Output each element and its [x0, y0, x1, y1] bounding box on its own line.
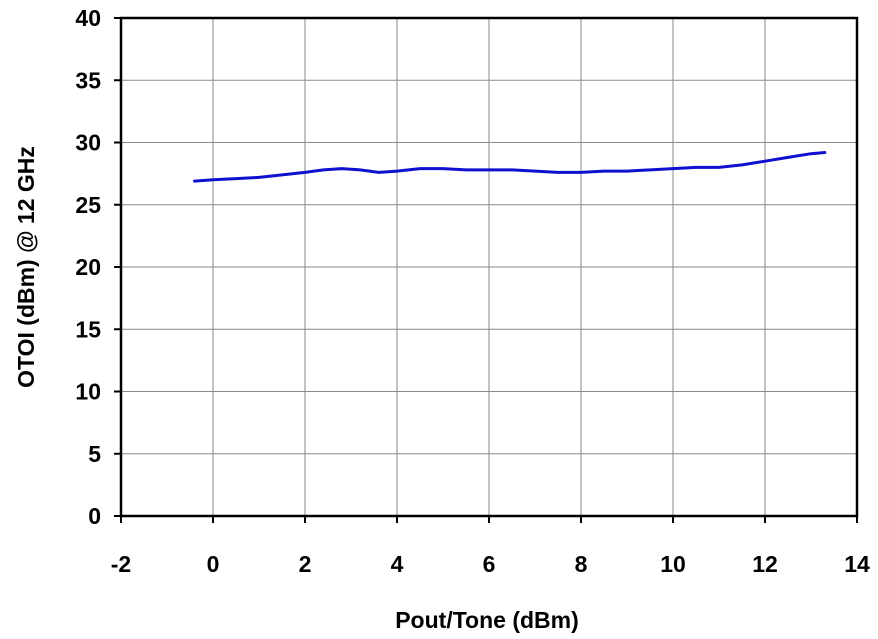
- x-tick-label: 12: [752, 551, 778, 577]
- y-tick-label: 40: [75, 5, 101, 31]
- series-line: [193, 151, 827, 183]
- series-group: [193, 151, 827, 183]
- axis-ticks: [114, 17, 858, 523]
- y-tick-label: 10: [75, 379, 101, 405]
- x-tick-label: 2: [299, 551, 312, 577]
- x-tick-label: 14: [844, 551, 870, 577]
- x-tick-label: 4: [391, 551, 404, 577]
- y-tick-label: 15: [75, 316, 101, 342]
- y-tick-label: 5: [88, 441, 101, 467]
- y-axis-title: OTOI (dBm) @ 12 GHz: [13, 146, 39, 388]
- grid: [121, 18, 857, 516]
- y-tick-label: 20: [75, 254, 101, 280]
- tick-labels: -2 0 2 4 6 8 10 12 14 0 5 10 15 20 25 30 35 40: [75, 5, 870, 577]
- x-tick-label: 10: [660, 551, 686, 577]
- x-tick-label: 8: [575, 551, 588, 577]
- x-tick-label: -2: [111, 551, 131, 577]
- y-tick-label: 25: [75, 192, 101, 218]
- x-axis-title: Pout/Tone (dBm): [395, 607, 579, 633]
- x-tick-label: 6: [483, 551, 496, 577]
- y-tick-label: 35: [75, 67, 101, 93]
- y-tick-label: 30: [75, 130, 101, 156]
- x-tick-label: 0: [207, 551, 220, 577]
- y-tick-label: 0: [88, 503, 101, 529]
